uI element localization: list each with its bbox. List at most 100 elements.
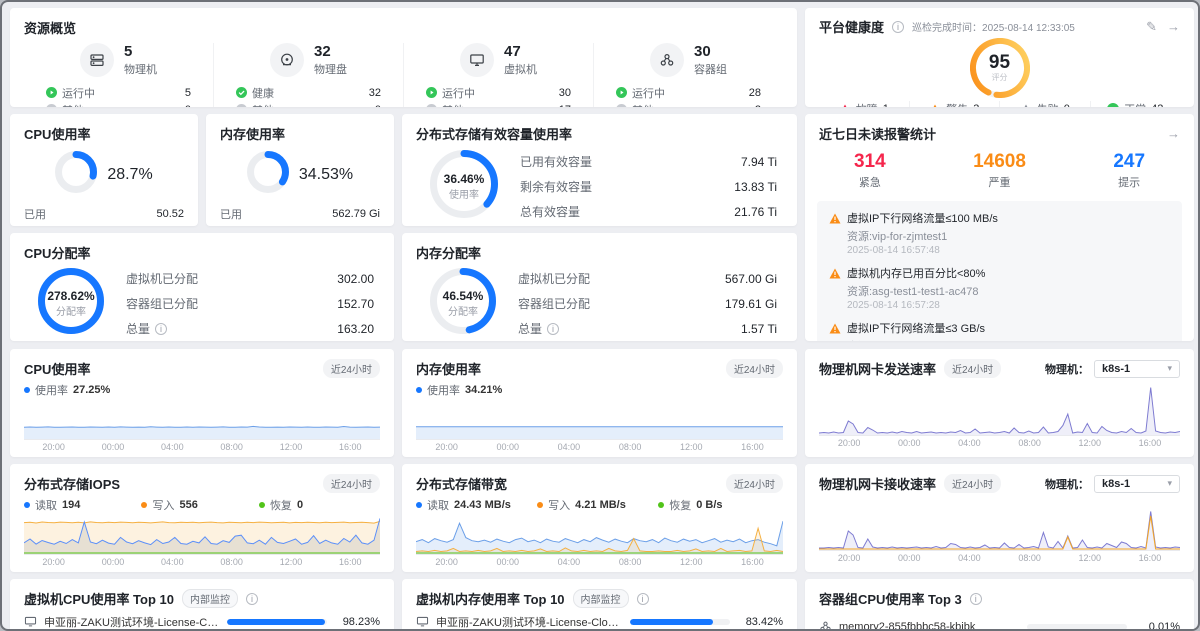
time-range-badge: 近24小时 <box>944 359 1002 378</box>
vm-icon <box>460 43 494 77</box>
legend-normal: 正常42 <box>1089 101 1181 107</box>
x-axis: 20:00 00:00 04:00 08:00 12:00 16:00 <box>416 442 783 452</box>
axis-tick: 16:00 <box>741 557 764 567</box>
kv-row: 容器组已分配 152.70 <box>126 296 374 312</box>
kv-row: 容器组已分配 179.61 Gi <box>518 296 777 312</box>
info-icon[interactable]: i <box>155 322 168 335</box>
axis-tick: 16:00 <box>339 557 362 567</box>
card-title: CPU使用率 <box>24 127 91 142</box>
pod-cpu-top3-card: 容器组CPU使用率 Top 3 i memory2-855fbbbc58-kbj… <box>805 579 1194 629</box>
running-status-icon <box>616 87 627 98</box>
stat-label: 虚拟机 <box>504 64 537 76</box>
vm-icon <box>416 616 429 627</box>
host-select[interactable]: k8s-1 ▾ <box>1094 359 1180 378</box>
mem-alloc-donut: 46.54% 分配率 <box>430 268 496 339</box>
card-title: 内存使用率 <box>220 127 286 142</box>
axis-tick: 20:00 <box>42 557 65 567</box>
info-icon[interactable]: i <box>892 20 905 33</box>
axis-tick: 00:00 <box>897 438 921 448</box>
time-range-badge: 近24小时 <box>944 474 1002 493</box>
axis-tick: 20:00 <box>435 557 458 567</box>
kv-row: 总量 i 1.57 Ti <box>518 321 777 337</box>
status-row: 运行中 5 <box>46 84 191 101</box>
alarm-item[interactable]: 虚拟IP下行网络流量≤100 MB/s 资源:vip-for-zjmtest1 … <box>829 210 1170 256</box>
alarm-severe: 14608 严重 <box>973 151 1026 189</box>
pod-icon <box>820 621 831 629</box>
x-axis: 20:00 00:00 04:00 08:00 12:00 16:00 <box>819 553 1180 563</box>
status-row: 运行中 30 <box>426 84 571 101</box>
stat-label: 物理机 <box>124 64 157 76</box>
axis-tick: 12:00 <box>680 557 703 567</box>
host-select-label: 物理机： <box>1045 478 1089 491</box>
time-range-badge: 近24小时 <box>322 359 380 378</box>
x-axis: 20:00 00:00 04:00 08:00 12:00 16:00 <box>416 557 783 567</box>
platform-health-card: 平台健康度 i 巡检完成时间：2025-08-14 12:33:05 ✎ → 9… <box>805 8 1194 107</box>
fault-triangle-icon <box>843 104 847 107</box>
axis-tick: 04:00 <box>958 438 981 448</box>
axis-tick: 12:00 <box>1078 553 1102 563</box>
axis-tick: 00:00 <box>101 442 125 452</box>
host-select-label: 物理机： <box>1045 363 1089 376</box>
host-select[interactable]: k8s-1 ▾ <box>1094 474 1180 493</box>
warning-triangle-icon <box>829 323 841 333</box>
mem-usage-percent: 34.53% <box>298 165 354 183</box>
arrow-right-icon[interactable]: → <box>1167 126 1180 141</box>
card-title: 虚拟机CPU使用率 Top 10 <box>24 592 174 607</box>
time-range-badge: 近24小时 <box>725 359 783 378</box>
normal-check-icon <box>1107 103 1119 107</box>
alarm-critical: 314 紧急 <box>853 151 886 189</box>
top-list-row[interactable]: memory2-855fbbbc58-kbjbk 0.01% <box>819 616 1180 629</box>
info-icon[interactable]: i <box>636 592 649 605</box>
alarm-stats-card: 近七日未读报警统计 → 314 紧急 14608 严重 247 提示 虚拟IP下行网络… <box>805 114 1194 341</box>
alarm-counters: 314 紧急 14608 严重 247 提示 <box>805 151 1194 191</box>
mem-usage-line-chart <box>416 400 783 440</box>
axis-tick: 12:00 <box>1078 438 1102 448</box>
kv-row: 总量1.59 Ti <box>220 223 380 226</box>
vm-cpu-top10-card: 虚拟机CPU使用率 Top 10 内部监控 i 申亚丽-ZAKU测试环境-Lic… <box>10 579 394 629</box>
card-title: 分布式存储带宽 <box>416 477 508 492</box>
nic-send-line-chart <box>818 382 1181 436</box>
status-row: 其他17 <box>426 101 571 107</box>
card-title: 容器组CPU使用率 Top 3 <box>819 592 962 607</box>
legend-item: 恢复 0 B/s <box>658 497 723 513</box>
axis-tick: 12:00 <box>279 442 303 452</box>
top-list-row[interactable]: 申亚丽-ZAKU测试环境-License-Cloud-5.3.20-勿删-1 8… <box>416 611 783 629</box>
top-list-row[interactable]: 申亚丽-ZAKU测试环境-License-Cloud-5.3.20-勿删-1 9… <box>24 611 380 629</box>
usage-bar <box>630 618 730 625</box>
axis-tick: 16:00 <box>741 442 764 452</box>
alarm-item[interactable]: 虚拟机内存已用百分比<80% 资源:asg-test1-test1-ac478 … <box>829 265 1170 311</box>
axis-tick: 08:00 <box>618 442 642 452</box>
stat-label: 容器组 <box>694 64 727 76</box>
axis-tick: 00:00 <box>897 553 921 563</box>
storage-capacity-card: 分布式存储有效容量使用率 36.46% 使用率 已用有效容量 7.94 Ti 剩余有… <box>402 114 797 226</box>
alarm-item[interactable]: 虚拟IP下行网络流量≤3 GB/s 资源:vip-for-zjmtest1 20… <box>829 320 1170 341</box>
edit-icon[interactable]: ✎ <box>1146 18 1157 34</box>
mem-usage-donut <box>246 151 289 198</box>
kv-row: 总量176.00 <box>24 223 184 226</box>
alarm-list: 虚拟IP下行网络流量≤100 MB/s 资源:vip-for-zjmtest1 … <box>817 201 1182 341</box>
axis-tick: 20:00 <box>435 442 458 452</box>
kv-row: 已用 50.52 <box>24 207 184 221</box>
info-icon[interactable]: i <box>246 592 258 605</box>
axis-tick: 20:00 <box>42 442 65 452</box>
info-icon[interactable]: i <box>547 322 560 335</box>
axis-tick: 00:00 <box>101 557 125 567</box>
usage-bar <box>1027 623 1127 629</box>
health-subtitle: 巡检完成时间：2025-08-14 12:33:05 <box>912 23 1075 34</box>
axis-tick: 04:00 <box>161 557 184 567</box>
stat-count: 5 <box>124 43 133 60</box>
legend-fault: 故障1 <box>819 101 909 107</box>
legend-item: 写入 4.21 MB/s <box>537 497 658 513</box>
health-score: 95 <box>988 52 1011 73</box>
health-title: 平台健康度 <box>819 20 885 35</box>
status-row: 健康 32 <box>236 84 381 101</box>
arrow-right-icon[interactable]: → <box>1167 18 1180 34</box>
cpu-alloc-card: CPU分配率 278.62% 分配率 虚拟机已分配 302.00 容器组已分配 152… <box>10 233 394 341</box>
info-icon[interactable]: i <box>969 592 982 605</box>
storage-bandwidth-card: 分布式存储带宽 近24小时 读取 24.43 MB/s 写入 4.21 MB/s 恢… <box>402 464 797 572</box>
stat-count: 32 <box>314 43 331 60</box>
